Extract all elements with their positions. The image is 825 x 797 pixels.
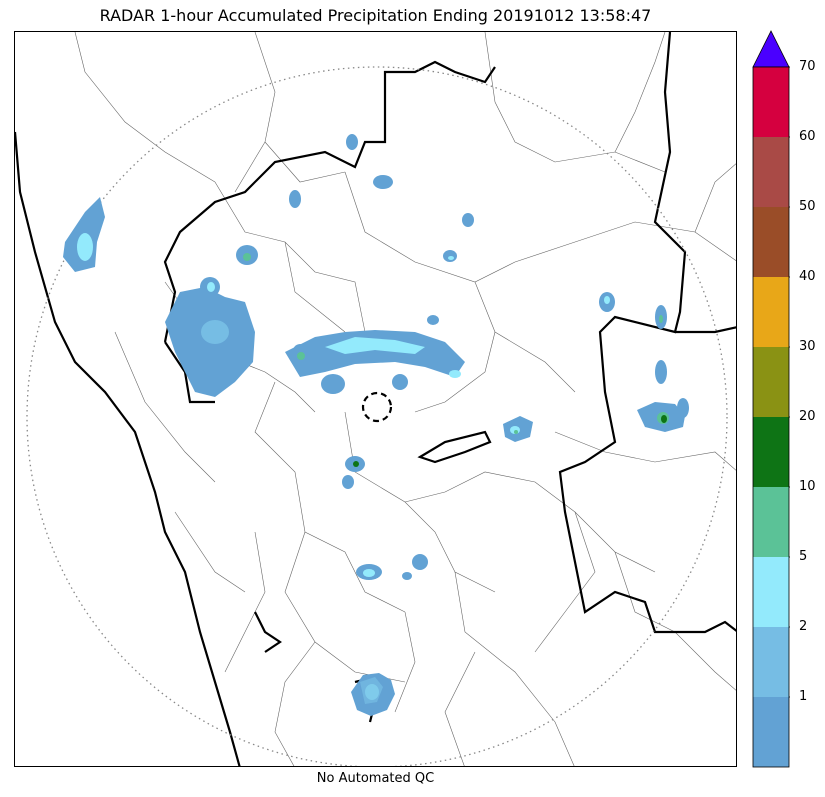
colorbar-tick-label: 50 (799, 199, 816, 214)
colorbar-tick-label: 60 (799, 129, 816, 144)
colorbar-bin (753, 277, 789, 347)
range-ring (26, 66, 728, 766)
radar-site-marker (361, 391, 393, 423)
colorbar-tick-label: 40 (799, 269, 816, 284)
colorbar-graphic (752, 30, 790, 768)
colorbar-tick-label: 30 (799, 339, 816, 354)
colorbar-tick-label: 2 (799, 619, 808, 634)
radar-map (15, 32, 736, 766)
qc-note: No Automated QC (316, 771, 435, 786)
state-boundaries (15, 32, 736, 766)
radar-map-panel (14, 31, 737, 767)
colorbar-tick-label: 5 (799, 549, 808, 564)
colorbar-tick-label: 1 (799, 689, 808, 704)
colorbar-bin (753, 207, 789, 277)
colorbar-bin (753, 627, 789, 697)
colorbar-bin (753, 417, 789, 487)
colorbar-bin (753, 557, 789, 627)
echo-large-cell-west (175, 307, 199, 327)
colorbar-bin (753, 347, 789, 417)
echo-central-band (285, 330, 465, 377)
colorbar-bin (753, 67, 789, 137)
district-boundaries (74, 32, 736, 766)
colorbar-bin (753, 697, 789, 767)
colorbar-tick-label: 20 (799, 409, 816, 424)
colorbar-tick-label: 10 (799, 479, 816, 494)
precipitation-echoes (63, 134, 689, 716)
colorbar-tick-label: 70 (799, 59, 816, 74)
colorbar-extend-arrow (752, 30, 790, 68)
echo-west-coast-core (77, 233, 93, 261)
colorbar (752, 30, 790, 768)
colorbar-bin (753, 487, 789, 557)
echo-large-cell-core (201, 320, 229, 344)
chart-title: RADAR 1-hour Accumulated Precipitation E… (99, 6, 652, 25)
colorbar-bin (753, 137, 789, 207)
